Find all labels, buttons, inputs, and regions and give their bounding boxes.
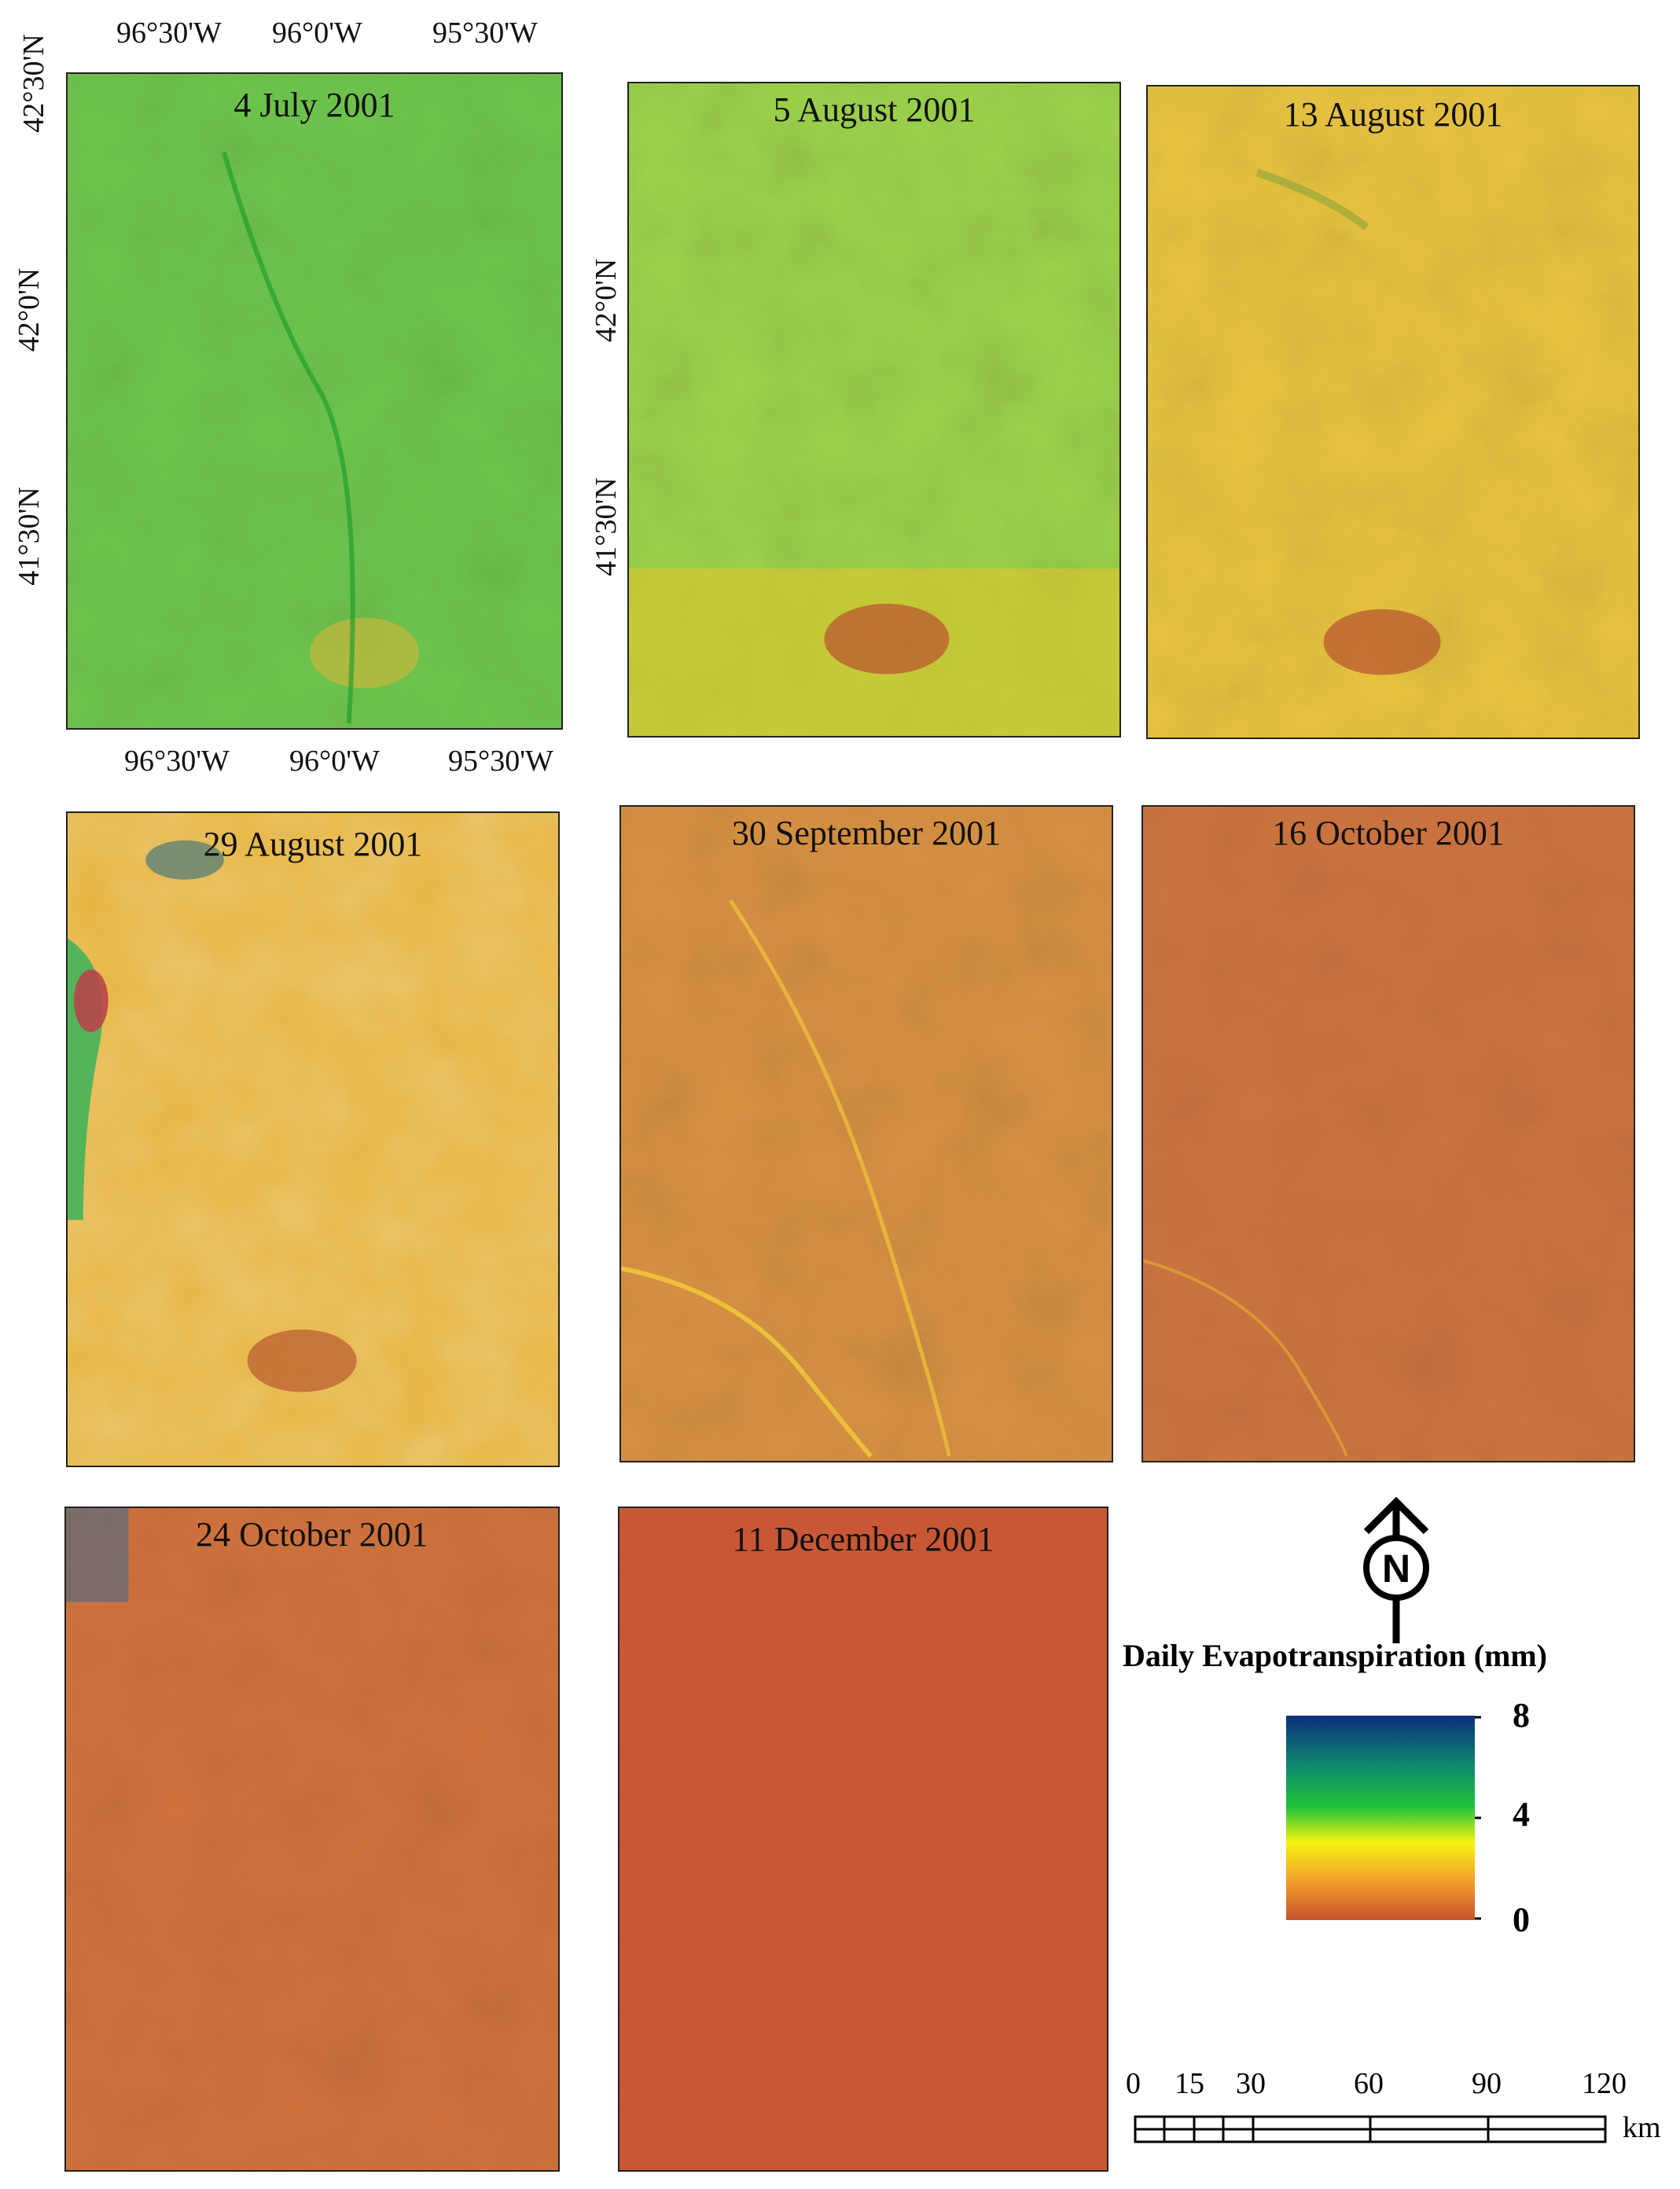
lon-label-bottom-2: 96°0'W bbox=[289, 745, 380, 778]
et-map-panel-5: 30 September 2001 bbox=[619, 805, 1113, 1462]
et-raster bbox=[1148, 86, 1638, 738]
et-raster bbox=[621, 807, 1112, 1461]
north-arrow-icon: N bbox=[1363, 1496, 1429, 1643]
legend-min-label: 0 bbox=[1513, 1900, 1530, 1939]
scale-label-90: 90 bbox=[1472, 2067, 1502, 2100]
scale-bar bbox=[1134, 2115, 1607, 2143]
scale-label-30: 30 bbox=[1236, 2067, 1266, 2100]
panel-date-title: 5 August 2001 bbox=[773, 90, 976, 129]
scale-label-0: 0 bbox=[1126, 2067, 1141, 2100]
panel-date-title: 24 October 2001 bbox=[196, 1515, 428, 1554]
lat-label-left-2: 42°0'N bbox=[13, 267, 46, 352]
lat-label-mid-1: 42°0'N bbox=[590, 258, 623, 343]
et-map-panel-8: 11 December 2001 bbox=[618, 1507, 1108, 2172]
north-arrow-letter: N bbox=[1382, 1547, 1410, 1591]
panel-date-title: 11 December 2001 bbox=[732, 1520, 994, 1558]
et-raster bbox=[629, 83, 1119, 736]
et-raster bbox=[619, 1508, 1107, 2170]
et-map-panel-4: 29 August 2001 bbox=[66, 811, 560, 1467]
et-raster bbox=[1143, 807, 1634, 1461]
et-map-panel-7: 24 October 2001 bbox=[64, 1507, 560, 2172]
scale-label-15: 15 bbox=[1175, 2067, 1204, 2100]
lat-label-left-3: 41°30'N bbox=[13, 487, 46, 586]
et-raster bbox=[68, 813, 558, 1466]
et-map-panel-1: 4 July 2001 bbox=[66, 72, 563, 730]
scale-label-60: 60 bbox=[1354, 2067, 1384, 2100]
panel-date-title: 13 August 2001 bbox=[1283, 95, 1503, 134]
panel-date-title: 30 September 2001 bbox=[731, 814, 1002, 852]
lon-label-bottom-1: 96°30'W bbox=[124, 745, 230, 778]
lon-label-top-3: 95°30'W bbox=[432, 17, 538, 50]
et-raster bbox=[66, 1508, 558, 2170]
et-map-panel-2: 5 August 2001 bbox=[627, 82, 1121, 738]
panel-date-title: 16 October 2001 bbox=[1272, 814, 1505, 852]
lat-label-mid-2: 41°30'N bbox=[590, 477, 623, 576]
et-raster bbox=[68, 74, 561, 728]
legend-mid-label: 4 bbox=[1513, 1795, 1530, 1834]
scale-unit: km bbox=[1623, 2111, 1661, 2144]
legend-title: Daily Evapotranspiration (mm) bbox=[1123, 1638, 1547, 1673]
lat-label-left-1: 42°30'N bbox=[17, 34, 50, 133]
lon-label-bottom-3: 95°30'W bbox=[448, 745, 553, 778]
et-map-panel-3: 13 August 2001 bbox=[1146, 85, 1640, 739]
scale-label-120: 120 bbox=[1582, 2067, 1627, 2100]
legend-colorbar bbox=[1286, 1716, 1481, 1920]
lon-label-top-2: 96°0'W bbox=[272, 17, 362, 50]
panel-date-title: 4 July 2001 bbox=[233, 86, 395, 124]
panel-date-title: 29 August 2001 bbox=[203, 825, 423, 863]
lon-label-top-1: 96°30'W bbox=[116, 17, 222, 50]
et-map-panel-6: 16 October 2001 bbox=[1141, 805, 1635, 1462]
legend-max-label: 8 bbox=[1513, 1696, 1530, 1735]
